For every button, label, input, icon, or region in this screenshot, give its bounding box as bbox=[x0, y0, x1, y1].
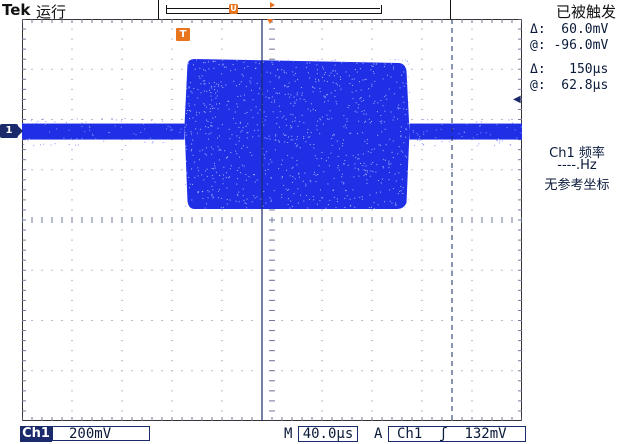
divider bbox=[450, 0, 451, 19]
voltage-cursor-position: @: -96.0mV bbox=[530, 38, 609, 53]
record-window-marker: U bbox=[229, 4, 238, 14]
horizontal-label: M bbox=[284, 426, 293, 442]
ch1-waveform bbox=[22, 59, 522, 210]
waveform-graticule[interactable] bbox=[22, 19, 522, 421]
time-per-div: 40.0μs bbox=[298, 426, 358, 442]
measurement-value: ----.Hz bbox=[557, 158, 597, 173]
burst-envelope bbox=[184, 59, 410, 209]
trigger-position-flag-icon bbox=[270, 2, 275, 8]
baseline-noise-right bbox=[409, 123, 522, 140]
trigger-label: A bbox=[374, 426, 383, 442]
time-cursor-delta: Δ: 150μs bbox=[530, 62, 609, 77]
brand-logo: Tek bbox=[2, 1, 31, 19]
time-cursor-position: @: 62.8μs bbox=[530, 78, 609, 93]
run-state: 运行 bbox=[36, 3, 67, 21]
trigger-level-arrow-icon: ◀ bbox=[513, 94, 521, 105]
record-position-bar bbox=[166, 5, 382, 14]
trigger-settings: Ch1 ʃ 132mV bbox=[388, 426, 526, 442]
trigger-source: Ch1 bbox=[397, 426, 423, 442]
measurement-title: Ch1 频率 bbox=[549, 146, 605, 161]
divider bbox=[158, 0, 159, 19]
record-bar-line bbox=[166, 8, 380, 9]
voltage-cursor-delta: Δ: 60.0mV bbox=[530, 22, 609, 37]
baseline-noise-left bbox=[22, 123, 185, 140]
bottom-status-bar: Ch1 200mV M 40.0μs A Ch1 ʃ 132mV bbox=[0, 424, 626, 444]
measurement-note: 无参考坐标 bbox=[544, 178, 610, 193]
volts-per-div: 200mV bbox=[52, 426, 150, 442]
rising-edge-icon: ʃ bbox=[439, 426, 448, 442]
trigger-level: 132mV bbox=[464, 426, 507, 442]
channel-1-ground-marker[interactable]: 1 bbox=[0, 124, 23, 138]
channel-indicator[interactable]: Ch1 bbox=[20, 426, 52, 442]
trigger-time-marker-icon bbox=[267, 19, 273, 24]
top-status-bar: Tek 运行 U 已被触发 bbox=[0, 0, 626, 21]
trigger-status: 已被触发 bbox=[555, 3, 616, 21]
trigger-point-marker: T bbox=[176, 28, 190, 41]
